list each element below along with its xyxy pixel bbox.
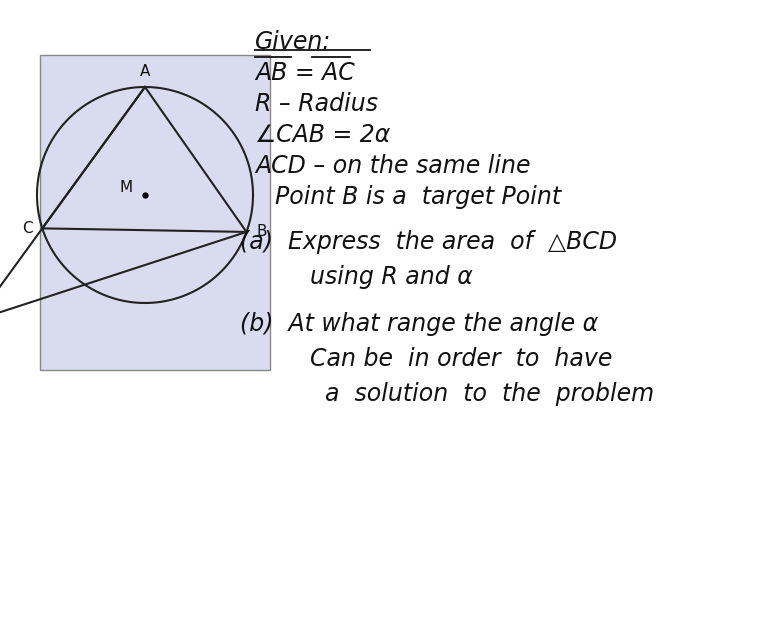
Text: C: C [22, 221, 32, 236]
Text: R – Radius: R – Radius [255, 92, 378, 116]
Text: using R and α: using R and α [310, 265, 473, 289]
Text: a  solution  to  the  problem: a solution to the problem [310, 382, 654, 406]
Text: ACD – on the same line: ACD – on the same line [255, 154, 531, 178]
Text: (a)  Express  the area  of  △BCD: (a) Express the area of △BCD [240, 230, 617, 254]
Text: AB = AC: AB = AC [255, 61, 355, 85]
Text: B: B [257, 225, 267, 239]
Text: ∠CAB = 2α: ∠CAB = 2α [255, 123, 390, 147]
Text: A: A [140, 64, 151, 79]
Bar [40, 55, 270, 370]
Text: M: M [120, 180, 133, 195]
Text: Point B is a  target Point: Point B is a target Point [275, 185, 561, 209]
Text: (b)  At what range the angle α: (b) At what range the angle α [240, 312, 598, 336]
Text: Can be  in order  to  have: Can be in order to have [310, 347, 612, 371]
Text: Given:: Given: [255, 30, 331, 54]
